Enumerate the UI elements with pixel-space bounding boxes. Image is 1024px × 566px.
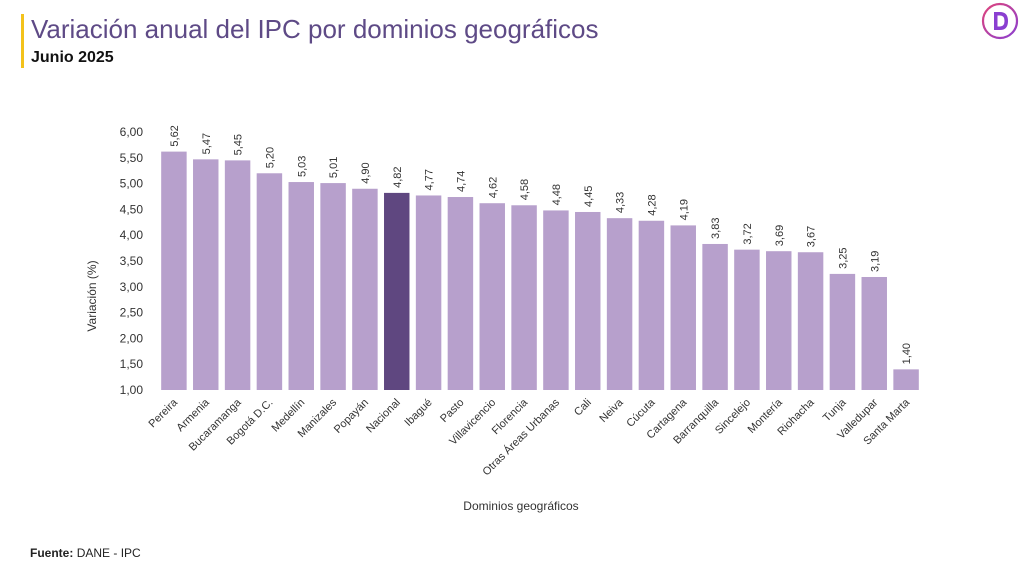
- source-note: Fuente: DANE - IPC: [30, 546, 141, 560]
- data-label: 3,69: [774, 225, 786, 246]
- x-tick-label: Nacional: [364, 397, 403, 436]
- y-tick-label: 3,00: [120, 280, 144, 294]
- bar: [893, 369, 919, 390]
- y-axis: 1,00 1,50 2,00 2,50 3,00 3,50 4,00 4,50 5,00 5,50…: [120, 125, 144, 397]
- data-labels: 5,62 5,47 5,45 5,20 5,03 5,01 4,90 4,82 4,77 4,74…: [169, 125, 913, 364]
- bar: [861, 276, 887, 390]
- y-tick-label: 2,00: [120, 331, 144, 345]
- bar: [193, 159, 219, 390]
- bar: [766, 251, 792, 390]
- y-tick-label: 5,00: [120, 177, 144, 191]
- data-label: 4,45: [583, 186, 595, 207]
- bar: [415, 195, 442, 390]
- bar: [575, 211, 601, 390]
- bar: [256, 173, 283, 390]
- data-label: 5,01: [328, 157, 340, 178]
- y-tick-label: 4,50: [120, 202, 144, 216]
- data-label: 5,47: [201, 133, 213, 154]
- x-tick-label: Pasto: [438, 397, 466, 425]
- data-label: 4,19: [678, 199, 690, 220]
- y-tick-label: 1,50: [120, 357, 144, 371]
- title-accent-bar: [21, 14, 24, 68]
- data-label: 4,28: [646, 194, 658, 215]
- data-label: 4,82: [392, 166, 404, 187]
- x-tick-label: Neiva: [597, 396, 626, 425]
- bar: [479, 203, 505, 390]
- data-label: 4,62: [487, 177, 499, 198]
- bar: [511, 205, 537, 390]
- data-label: 4,33: [615, 192, 627, 213]
- x-tick-label: Popayán: [332, 397, 371, 436]
- data-label: 5,03: [296, 156, 308, 177]
- y-tick-label: 3,50: [120, 254, 144, 268]
- data-label: 4,90: [360, 162, 372, 183]
- bar: [797, 252, 824, 390]
- bar: [352, 188, 378, 390]
- data-label: 3,25: [837, 247, 849, 268]
- data-label: 4,77: [424, 169, 436, 190]
- y-tick-label: 1,00: [120, 383, 144, 397]
- bar: [543, 210, 569, 390]
- bars: [161, 151, 919, 390]
- source-text: DANE - IPC: [76, 546, 141, 560]
- x-tick-label: Ibagué: [402, 397, 434, 429]
- bar: [606, 218, 633, 390]
- bar: [638, 220, 665, 390]
- y-tick-label: 5,50: [120, 151, 144, 165]
- bar: [320, 183, 346, 390]
- y-tick-label: 2,50: [120, 306, 144, 320]
- data-label: 5,62: [169, 125, 181, 146]
- data-label: 3,72: [742, 223, 754, 244]
- y-tick-label: 6,00: [120, 125, 144, 139]
- x-tick-label: Cali: [572, 397, 594, 419]
- bar: [670, 225, 696, 390]
- data-label: 3,19: [869, 251, 881, 272]
- x-axis-title: Dominios geográficos: [463, 499, 578, 513]
- bar: [829, 273, 856, 390]
- x-tick-label: Tunja: [821, 396, 849, 424]
- data-label: 3,83: [710, 218, 722, 239]
- source-label: Fuente:: [30, 546, 74, 560]
- d-logo-icon: [981, 2, 1019, 40]
- bar: [734, 249, 760, 390]
- data-label: 5,20: [264, 147, 276, 168]
- bar: [224, 160, 251, 390]
- data-label: 5,45: [233, 134, 245, 155]
- y-tick-label: 4,00: [120, 228, 144, 242]
- bar: [161, 151, 187, 390]
- data-label: 4,74: [455, 171, 467, 192]
- data-label: 4,58: [519, 179, 531, 200]
- bar: [447, 197, 474, 390]
- data-label: 3,67: [806, 226, 818, 247]
- data-label: 4,48: [551, 184, 563, 205]
- bar: [384, 192, 410, 390]
- chart-title: Variación anual del IPC por dominios geo…: [31, 14, 599, 44]
- bar: [702, 243, 728, 390]
- y-axis-title: Variación (%): [85, 260, 99, 331]
- bar: [288, 182, 314, 390]
- chart-subtitle: Junio 2025: [31, 49, 114, 66]
- data-label: 1,40: [901, 343, 913, 364]
- x-tick-label: Sincelejo: [713, 397, 753, 437]
